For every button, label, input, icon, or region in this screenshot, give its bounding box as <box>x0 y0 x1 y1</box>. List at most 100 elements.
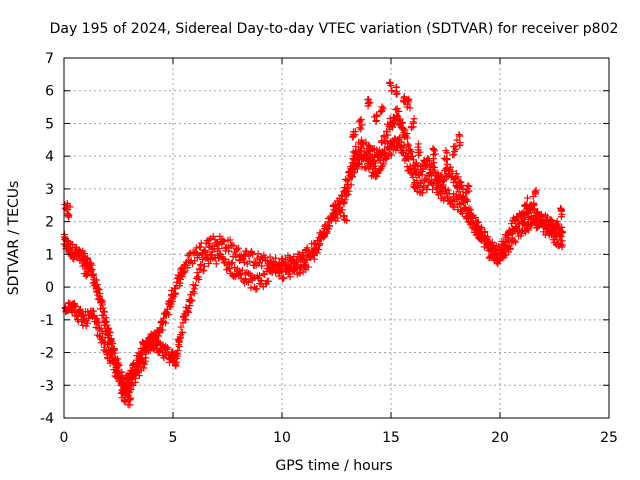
data-point <box>83 319 91 327</box>
data-point <box>348 173 356 181</box>
data-point <box>244 269 252 277</box>
data-point <box>556 231 564 239</box>
data-point <box>483 235 491 243</box>
data-point <box>272 254 280 262</box>
data-point <box>185 308 193 316</box>
data-point <box>84 254 92 262</box>
data-point <box>380 160 388 168</box>
data-point <box>455 200 463 208</box>
data-point <box>99 304 107 312</box>
data-point <box>453 136 461 144</box>
data-point <box>344 190 352 198</box>
data-point <box>70 307 78 315</box>
data-point <box>191 281 199 289</box>
data-point <box>124 389 132 397</box>
data-point <box>388 87 396 95</box>
data-point <box>548 217 556 225</box>
data-point <box>245 257 253 265</box>
data-point <box>313 249 321 257</box>
data-point <box>315 241 323 249</box>
y-tick-label: 0 <box>45 280 54 296</box>
data-point <box>377 108 385 116</box>
data-point <box>514 228 522 236</box>
data-point <box>450 143 458 151</box>
data-point <box>195 276 203 284</box>
x-tick-label: 15 <box>382 430 400 446</box>
data-point <box>165 311 173 319</box>
data-point <box>465 183 473 191</box>
data-point <box>72 303 80 311</box>
data-point <box>484 243 492 251</box>
data-point <box>403 134 411 142</box>
data-point <box>393 111 401 119</box>
data-point <box>356 117 364 125</box>
data-point <box>418 171 426 179</box>
data-point <box>201 247 209 255</box>
data-point <box>329 201 337 209</box>
data-point <box>177 323 185 331</box>
data-point <box>232 253 240 261</box>
data-point <box>507 220 515 228</box>
data-point <box>304 263 312 271</box>
data-point <box>463 197 471 205</box>
data-point <box>530 199 538 207</box>
data-point <box>309 250 317 258</box>
y-tick-label: 1 <box>45 247 54 263</box>
data-point <box>357 136 365 144</box>
data-point <box>212 260 220 268</box>
data-point <box>407 124 415 132</box>
data-point <box>456 141 464 149</box>
data-point <box>316 240 324 248</box>
data-point <box>120 386 128 394</box>
data-point <box>224 264 232 272</box>
data-point <box>477 229 485 237</box>
data-point <box>405 95 413 103</box>
data-point <box>384 131 392 139</box>
y-tick-label: 7 <box>45 51 54 67</box>
data-point <box>106 346 114 354</box>
data-point <box>382 155 390 163</box>
data-point <box>461 205 469 213</box>
data-point <box>135 372 143 380</box>
data-point <box>431 175 439 183</box>
data-point <box>80 250 88 258</box>
data-point <box>405 155 413 163</box>
data-point <box>531 190 539 198</box>
data-point <box>340 212 348 220</box>
data-point <box>440 154 448 162</box>
data-point <box>200 266 208 274</box>
data-point <box>249 250 257 258</box>
data-point <box>522 202 530 210</box>
data-point <box>247 284 255 292</box>
data-point <box>523 194 531 202</box>
data-point <box>133 362 141 370</box>
data-point <box>216 250 224 258</box>
data-point <box>343 191 351 199</box>
data-point <box>469 213 477 221</box>
data-point <box>453 184 461 192</box>
data-point <box>127 394 135 402</box>
data-point <box>430 164 438 172</box>
data-point <box>196 243 204 251</box>
data-point <box>193 269 201 277</box>
data-point <box>192 244 200 252</box>
data-point <box>109 340 117 348</box>
data-point <box>510 237 518 245</box>
data-point <box>103 321 111 329</box>
data-point <box>74 316 82 324</box>
y-tick-label: -3 <box>40 378 54 394</box>
data-point <box>220 237 228 245</box>
data-point <box>144 346 152 354</box>
data-point <box>355 118 363 126</box>
data-point <box>235 244 243 252</box>
data-point <box>487 252 495 260</box>
data-point <box>162 319 170 327</box>
data-point <box>396 115 404 123</box>
data-point <box>286 273 294 281</box>
data-point <box>141 360 149 368</box>
data-point <box>401 126 409 134</box>
data-point <box>386 150 394 158</box>
data-point <box>449 202 457 210</box>
data-point <box>404 140 412 148</box>
